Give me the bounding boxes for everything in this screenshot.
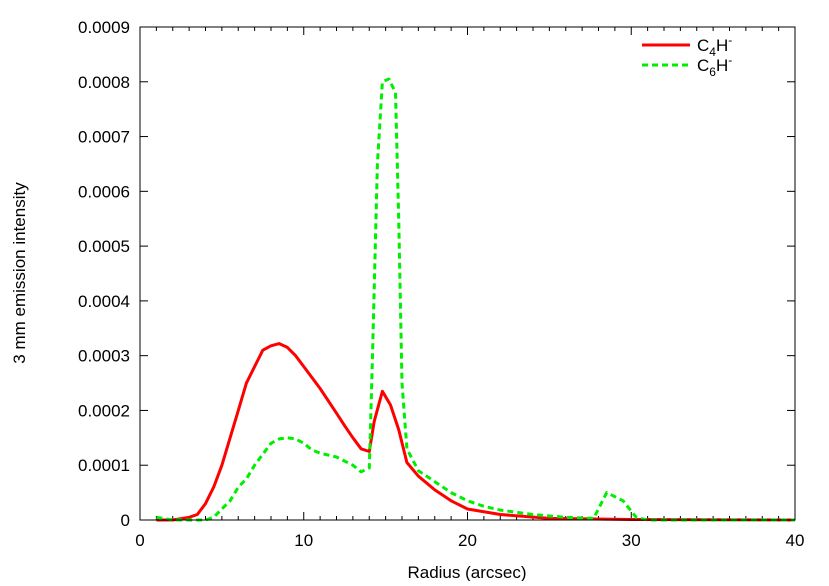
y-tick-label: 0 xyxy=(121,511,130,530)
legend-label: C4H- xyxy=(697,33,732,59)
series-line-4 xyxy=(156,342,796,522)
y-tick-label: 0.0004 xyxy=(78,292,130,311)
y-tick-label: 0.0007 xyxy=(78,128,130,147)
x-tick-label: 30 xyxy=(622,531,641,550)
series-lines xyxy=(156,77,796,522)
x-axis-label: Radius (arcsec) xyxy=(407,563,526,581)
y-tick-label: 0.0002 xyxy=(78,401,130,420)
y-tick-label: 0.0006 xyxy=(78,182,130,201)
x-tick-label: 40 xyxy=(786,531,805,550)
y-axis-ticks: 0 0.0001 0.0002 0.0003 0.0004 0.0005 0.0006 0.0… xyxy=(78,18,795,530)
x-tick-label: 20 xyxy=(458,531,477,550)
y-tick-label: 0.0003 xyxy=(78,347,130,366)
x-tick-label: 10 xyxy=(294,531,313,550)
x-axis-ticks: 0 10 20 30 40 xyxy=(135,27,804,550)
y-tick-label: 0.0001 xyxy=(78,456,130,475)
y-tick-label: 0.0009 xyxy=(78,18,130,37)
x-tick-label: 0 xyxy=(135,531,144,550)
y-tick-label: 0.0005 xyxy=(78,237,130,256)
legend: C4H-C6H- xyxy=(642,33,732,79)
legend-label: C6H- xyxy=(697,53,732,79)
series-line-6 xyxy=(156,77,795,522)
plot-frame xyxy=(139,26,796,521)
y-tick-label: 0.0008 xyxy=(78,73,130,92)
y-axis-label: 3 mm emission intensity xyxy=(10,182,29,364)
